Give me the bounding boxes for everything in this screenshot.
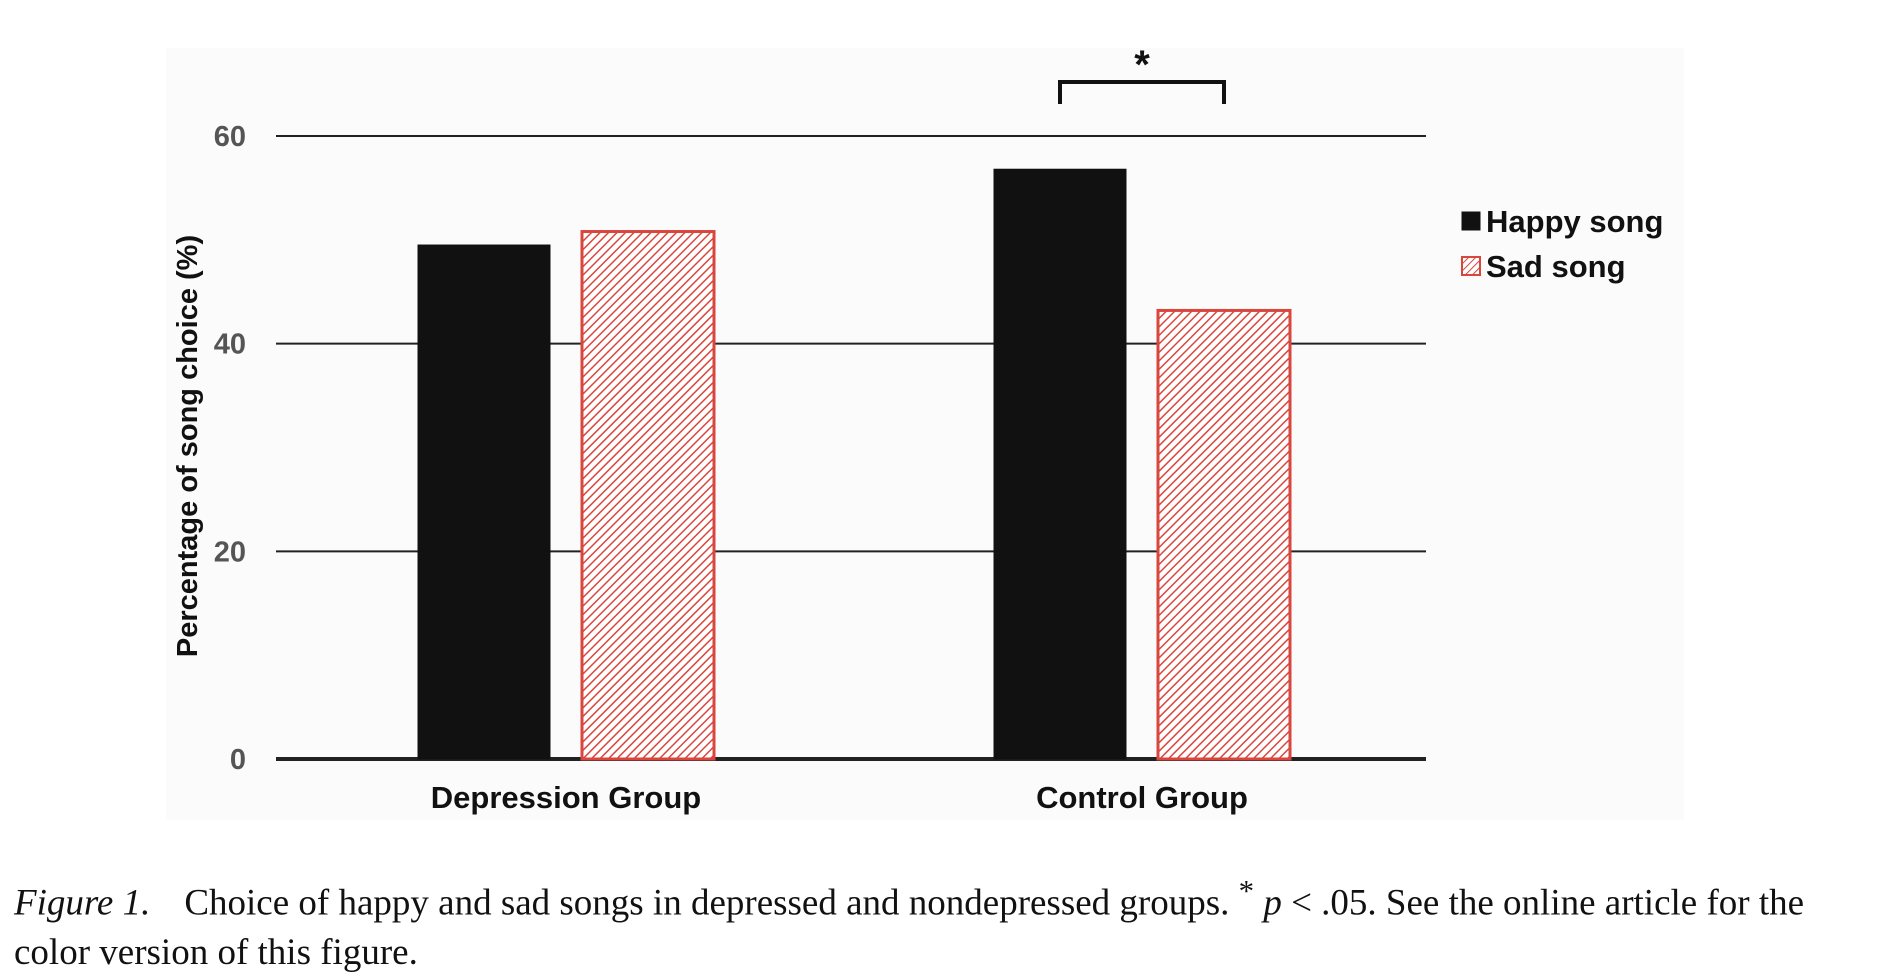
legend-label: Happy song xyxy=(1486,204,1663,239)
significance-bracket xyxy=(1058,80,1226,104)
y-tick-label: 20 xyxy=(214,536,246,568)
x-category-label: Depression Group xyxy=(431,780,701,815)
x-category-label: Control Group xyxy=(1036,780,1248,815)
caption-text-end: < .05. See the online article for the co… xyxy=(14,882,1805,974)
caption-figure-number: Figure 1. xyxy=(14,882,151,924)
bar-happy-depression xyxy=(417,244,551,760)
bar-sad-control xyxy=(1156,308,1292,761)
bar-happy-control xyxy=(993,168,1127,760)
y-axis-label: Percentage of song choice (%) xyxy=(172,235,204,657)
figure-caption: Figure 1. Choice of happy and sad songs i… xyxy=(14,866,1844,978)
bar-sad-depression xyxy=(580,230,716,761)
x-axis-categories: Depression Group Control Group xyxy=(431,780,1248,815)
legend-swatch xyxy=(1461,211,1481,231)
legend-swatch xyxy=(1461,256,1481,276)
y-tick-label: 60 xyxy=(214,121,246,153)
y-tick-label: 40 xyxy=(214,329,246,361)
legend: Happy song Sad song xyxy=(1461,204,1663,284)
y-axis-ticks: 0 20 40 60 xyxy=(214,121,246,776)
y-tick-label: 0 xyxy=(230,744,246,776)
significance-star: * xyxy=(1134,43,1150,87)
bars xyxy=(417,168,1292,761)
legend-label: Sad song xyxy=(1486,249,1626,284)
caption-text: Choice of happy and sad songs in depress… xyxy=(184,882,1239,924)
caption-asterisk: * xyxy=(1238,874,1255,908)
significance-annotation: * xyxy=(1058,43,1226,104)
caption-p-symbol: p xyxy=(1263,882,1282,924)
